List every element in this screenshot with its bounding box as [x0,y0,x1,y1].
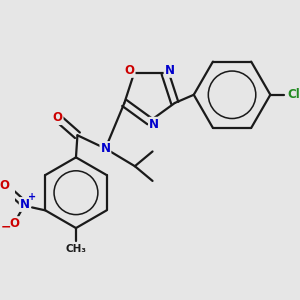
Text: Cl: Cl [287,88,300,101]
Text: +: + [28,192,36,202]
Text: O: O [124,64,135,77]
Text: N: N [100,142,110,155]
Text: O: O [0,179,9,192]
Text: −: − [0,221,11,234]
Text: O: O [52,111,63,124]
Text: N: N [20,198,30,211]
Text: N: N [149,118,159,131]
Text: O: O [9,217,20,230]
Text: N: N [165,64,175,77]
Text: CH₃: CH₃ [65,244,86,254]
